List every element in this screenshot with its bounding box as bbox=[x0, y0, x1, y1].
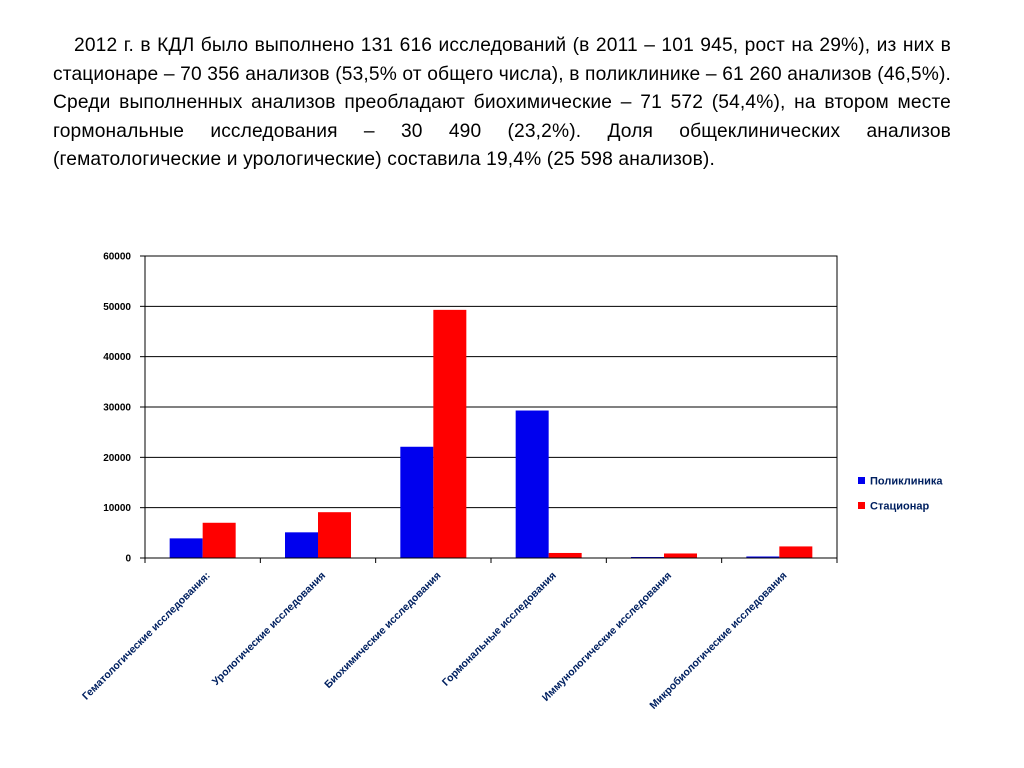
bar-hospital bbox=[202, 522, 236, 558]
legend: Поликлиника Стационар bbox=[858, 476, 943, 513]
legend-label: Поликлиника bbox=[870, 476, 943, 488]
y-tick-label: 10000 bbox=[103, 503, 131, 514]
y-axis: 0 10000 20000 30000 40000 50000 60000 bbox=[103, 252, 145, 565]
category-label: Иммунологические исследования bbox=[540, 570, 674, 704]
description-paragraph: 2012 г. в КДЛ было выполнено 131 616 исс… bbox=[53, 35, 951, 170]
bar-polyclinic bbox=[400, 446, 434, 558]
bar-hospital bbox=[664, 553, 697, 558]
legend-label: Стационар bbox=[870, 501, 929, 513]
category-label: Урологические исследования bbox=[210, 570, 328, 688]
category-label: Микробиологические исследования bbox=[647, 570, 789, 712]
category-label: Гематологические исследования: bbox=[80, 570, 213, 703]
y-tick-label: 30000 bbox=[103, 403, 131, 414]
y-tick-label: 40000 bbox=[103, 352, 131, 363]
y-tick-label: 0 bbox=[125, 554, 131, 565]
x-axis: Гематологические исследования:Урологичес… bbox=[80, 558, 838, 712]
bar-polyclinic bbox=[631, 556, 664, 558]
legend-swatch bbox=[858, 502, 865, 509]
y-tick-label: 20000 bbox=[103, 453, 131, 464]
bar-polyclinic bbox=[285, 532, 318, 558]
bar-polyclinic bbox=[515, 410, 549, 558]
category-label: Биохимические исследования bbox=[322, 570, 443, 691]
bars bbox=[169, 309, 813, 558]
y-tick-label: 50000 bbox=[103, 302, 131, 313]
bar-hospital bbox=[318, 512, 351, 558]
bar-polyclinic bbox=[169, 538, 203, 558]
legend-swatch bbox=[858, 477, 865, 484]
category-label: Гормональные исследования bbox=[440, 570, 559, 689]
bar-polyclinic bbox=[746, 556, 780, 558]
bar-hospital bbox=[779, 546, 813, 558]
y-tick-label: 60000 bbox=[103, 252, 131, 263]
bar-hospital bbox=[548, 552, 582, 558]
bar-hospital bbox=[433, 309, 467, 558]
